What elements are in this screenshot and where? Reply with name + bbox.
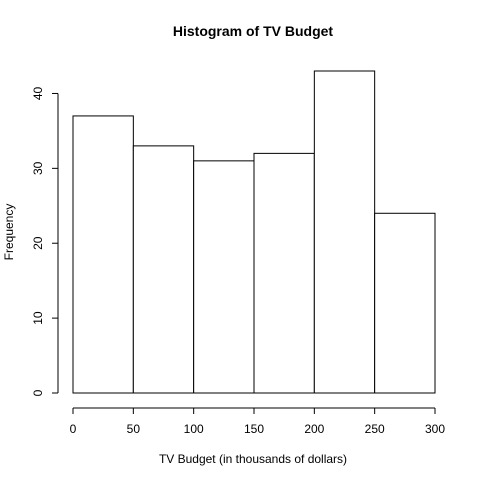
histogram-bar-4	[313, 70, 376, 394]
y-tick-label: 30	[31, 161, 45, 175]
histogram-bar-3	[253, 152, 315, 394]
y-tick-label: 0	[31, 389, 45, 396]
y-tick-label: 40	[31, 86, 45, 100]
y-axis-label: Frequency	[2, 204, 16, 261]
x-tick-label: 0	[70, 422, 77, 436]
y-tick-label: 10	[31, 311, 45, 325]
histogram-bar-2	[193, 160, 255, 394]
chart-title: Histogram of TV Budget	[173, 23, 334, 39]
bars-layer	[72, 70, 436, 394]
x-tick-label: 250	[365, 422, 385, 436]
histogram-bar-5	[374, 212, 436, 394]
histogram-bar-1	[132, 145, 195, 394]
x-tick-label: 50	[127, 422, 141, 436]
x-tick-label: 200	[304, 422, 324, 436]
x-axis-label: TV Budget (in thousands of dollars)	[159, 452, 347, 466]
x-axis: 0 50 100 150 200 250 300	[70, 407, 445, 436]
x-tick-label: 150	[244, 422, 264, 436]
histogram-bar-0	[72, 115, 134, 394]
x-tick-label: 100	[184, 422, 204, 436]
x-tick-label: 300	[425, 422, 445, 436]
y-axis: 0 10 20 30 40	[31, 86, 59, 396]
y-tick-label: 20	[31, 236, 45, 250]
